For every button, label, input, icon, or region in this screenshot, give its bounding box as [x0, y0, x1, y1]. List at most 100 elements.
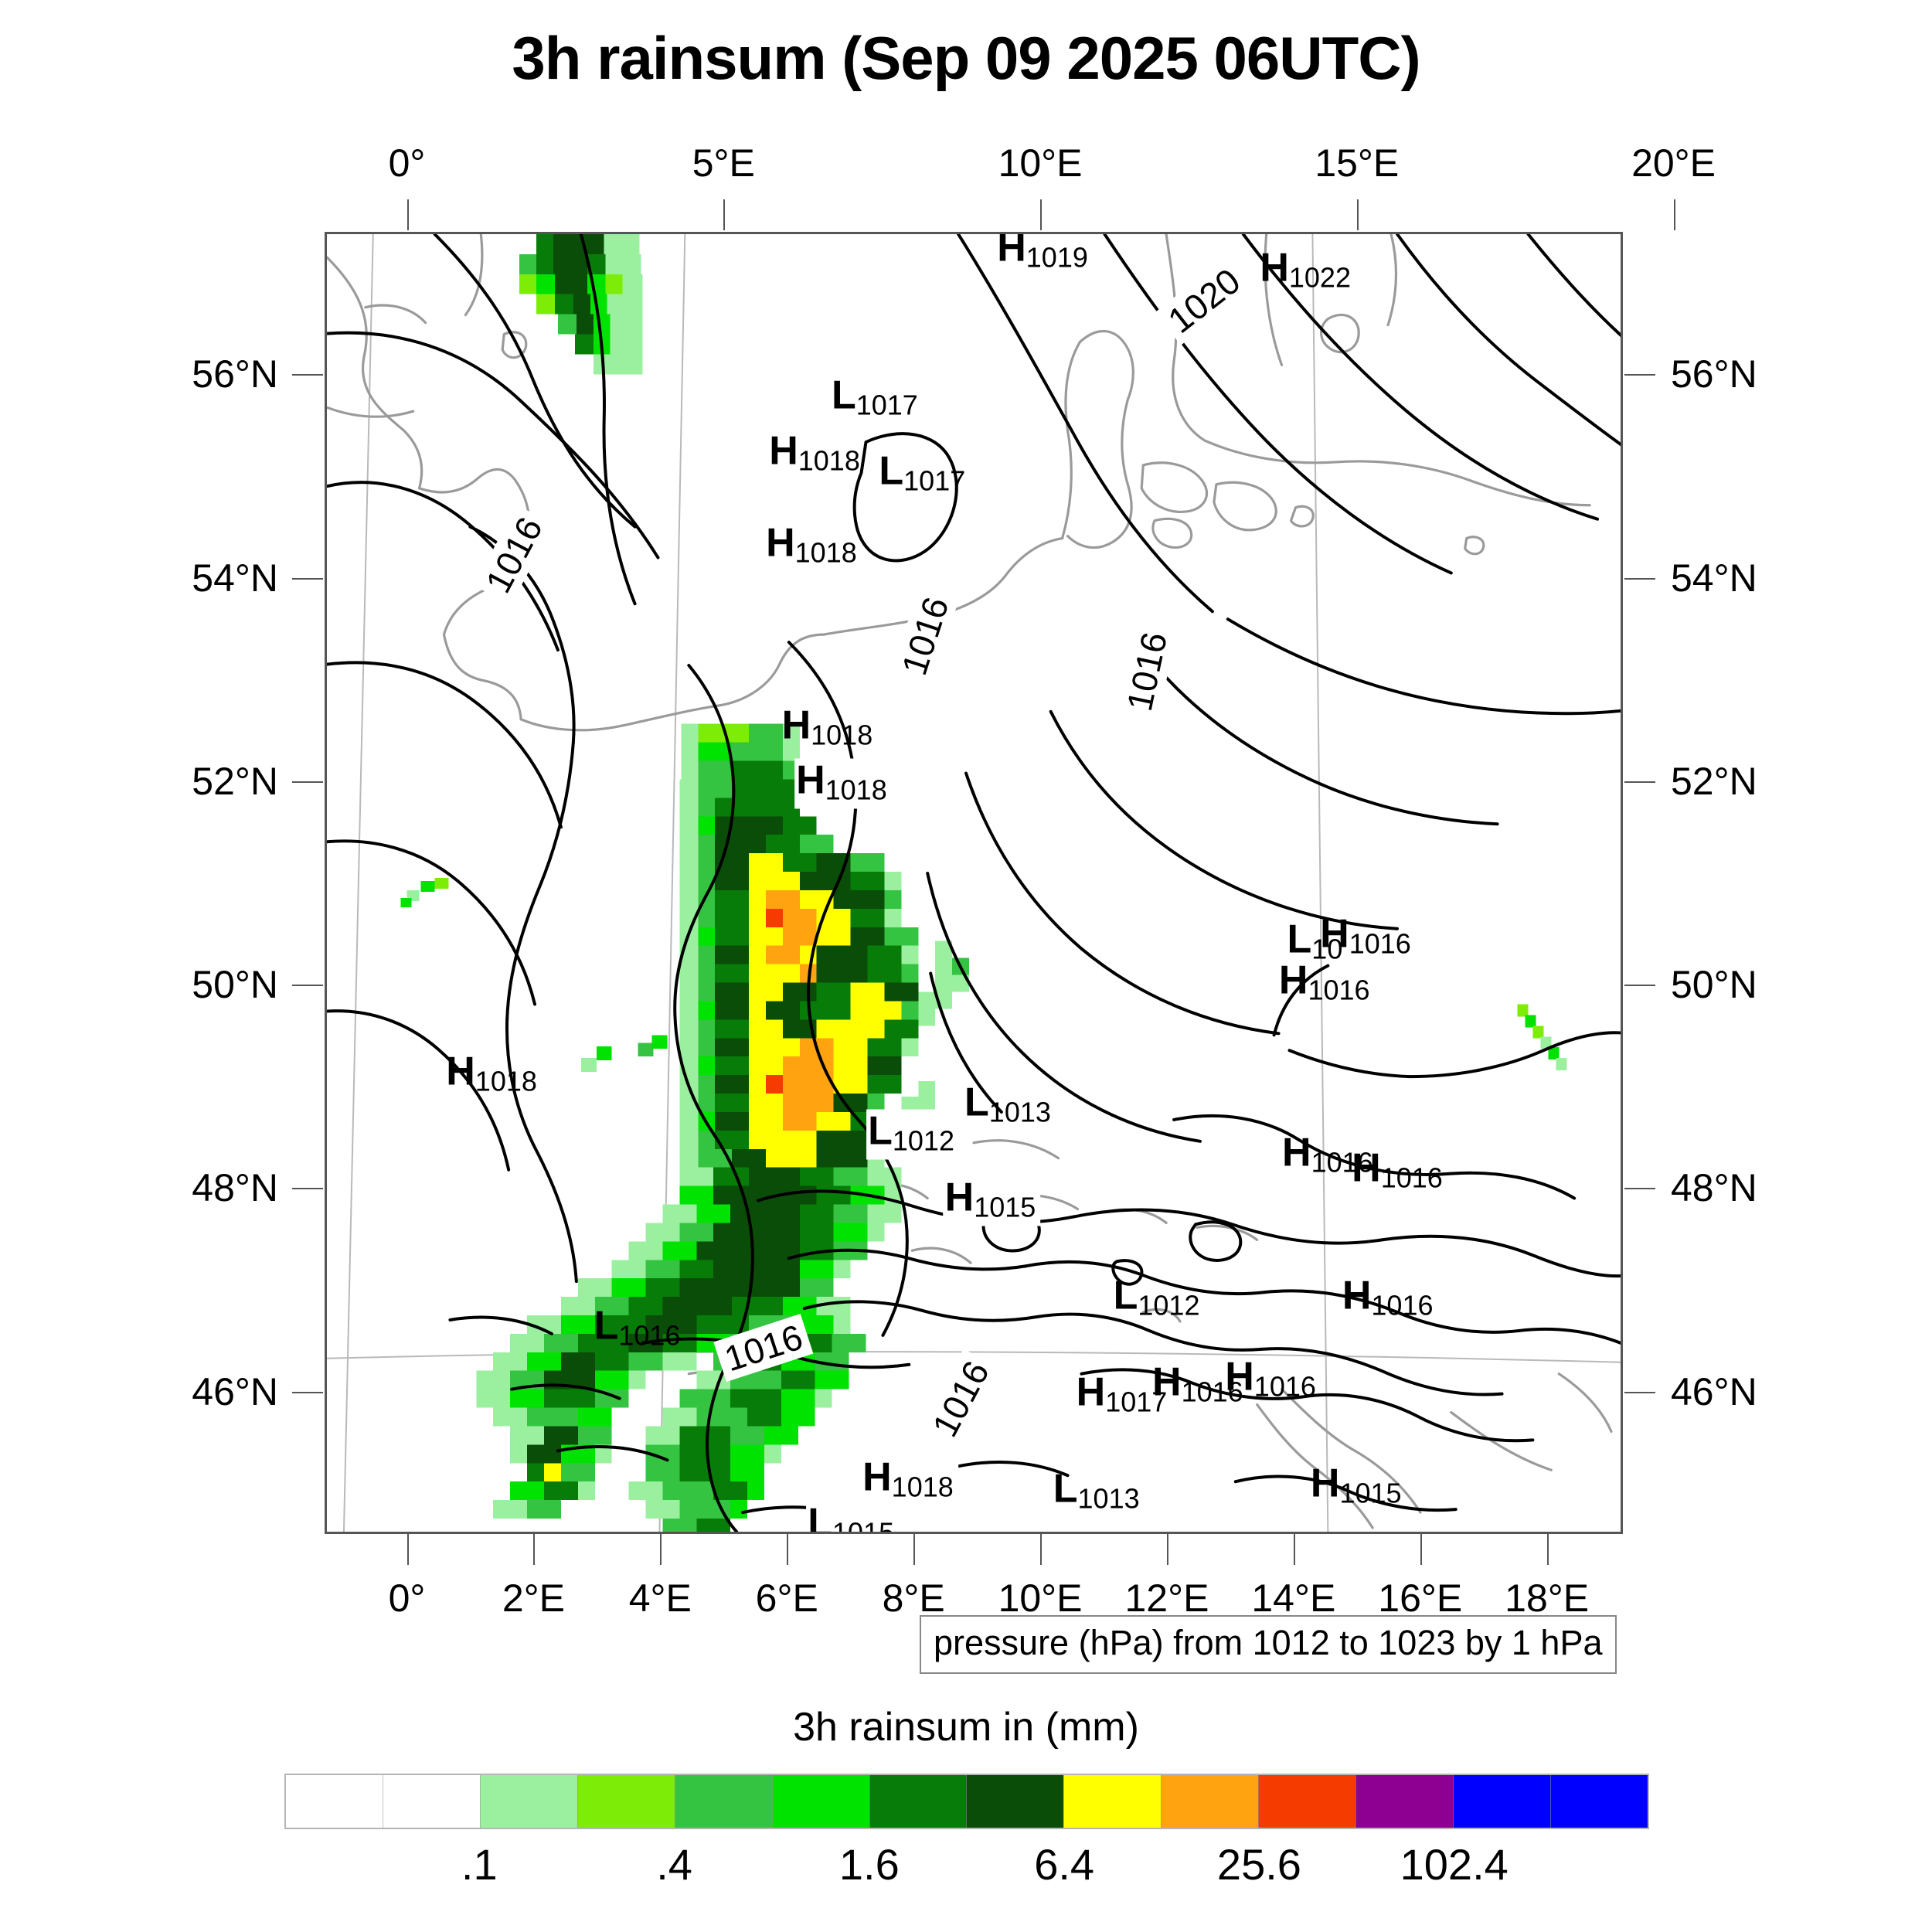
high-pressure-marker: H1018 — [794, 757, 892, 809]
axis-label-right-0: 56°N — [1671, 352, 1757, 396]
tick-bottom-6 — [1166, 1534, 1168, 1565]
pressure-marker-value: 1016 — [1308, 974, 1370, 1006]
tick-bottom-7 — [1293, 1534, 1295, 1565]
colorbar-swatch-8 — [1063, 1775, 1162, 1828]
pressure-marker-type: H — [766, 520, 795, 565]
pressure-marker-type: L — [964, 1080, 989, 1125]
tick-left-3 — [292, 985, 323, 987]
tick-left-5 — [292, 1391, 323, 1393]
tick-left-4 — [292, 1188, 323, 1190]
tick-right-1 — [1624, 577, 1655, 580]
pressure-marker-value: 1015 — [832, 1516, 895, 1534]
pressure-marker-value: 1018 — [798, 444, 860, 477]
low-pressure-marker: L1013 — [1053, 1468, 1140, 1512]
axis-label-left-5: 46°N — [192, 1369, 278, 1413]
axis-label-left-0: 56°N — [192, 352, 278, 396]
low-pressure-marker: L1015 — [806, 1500, 900, 1534]
colorbar-swatch-9 — [1161, 1775, 1259, 1828]
pressure-marker-type: L — [831, 372, 856, 418]
pressure-marker-value: 1022 — [1288, 261, 1351, 294]
high-pressure-marker: H1015 — [1311, 1464, 1402, 1508]
colorbar-swatch-0 — [286, 1775, 383, 1828]
axis-label-right-1: 54°N — [1671, 556, 1757, 600]
precipitation-layer — [400, 234, 1567, 1532]
colorbar-swatch-10 — [1258, 1775, 1356, 1828]
tick-right-4 — [1624, 1188, 1655, 1190]
colorbar-swatch-1 — [382, 1775, 480, 1828]
axis-label-bottom-5: 10°E — [998, 1577, 1083, 1620]
pressure-marker-value: 1016 — [1253, 1370, 1316, 1403]
high-pressure-marker: H1016 — [1352, 1148, 1443, 1192]
pressure-marker-type: H — [769, 428, 798, 474]
pressure-marker-type: H — [1152, 1359, 1182, 1405]
axis-label-right-5: 46°N — [1671, 1369, 1757, 1413]
tick-top-3 — [1356, 199, 1359, 230]
pressure-marker-value: 1018 — [811, 719, 873, 751]
pressure-marker-type: H — [796, 757, 825, 803]
low-pressure-marker: L1012 — [1114, 1275, 1200, 1319]
pressure-marker-type: L — [879, 448, 904, 494]
colorbar-tick-labels: .1 .4 1.6 6.4 25.6 102.4 — [284, 1839, 1649, 1909]
high-pressure-marker: H1018 — [446, 1052, 537, 1096]
tick-top-1 — [723, 199, 726, 230]
isobar-layer — [327, 234, 1621, 1532]
high-pressure-marker: H1018 — [769, 431, 860, 475]
tick-right-2 — [1624, 781, 1655, 783]
low-pressure-marker: L1016 — [594, 1306, 681, 1350]
high-pressure-marker: H1016 — [1279, 960, 1370, 1004]
tick-top-0 — [406, 199, 409, 230]
pressure-legend: pressure (hPa) from 1012 to 1023 by 1 hP… — [920, 1615, 1617, 1674]
pressure-marker-value: 1016 — [1181, 1376, 1243, 1408]
low-pressure-marker: L1013 — [964, 1082, 1051, 1126]
tick-left-0 — [292, 374, 323, 376]
colorbar-tick-label-5: 102.4 — [1400, 1840, 1509, 1889]
coastline-layer — [327, 234, 1613, 1529]
pressure-marker-value: 1018 — [825, 774, 887, 806]
axis-label-top-0: 0° — [388, 141, 426, 185]
high-pressure-marker: H1018 — [861, 1455, 958, 1506]
axis-label-top-3: 15°E — [1315, 141, 1400, 185]
pressure-marker-type: H — [1352, 1145, 1381, 1191]
pressure-marker-type: H — [997, 232, 1026, 270]
high-pressure-marker: H1017 — [1077, 1372, 1168, 1416]
pressure-marker-type: L — [1287, 917, 1312, 962]
axis-label-bottom-7: 14°E — [1251, 1577, 1336, 1620]
colorbar-swatch-3 — [577, 1775, 675, 1828]
axis-label-top-1: 5°E — [692, 141, 755, 185]
colorbar-tick-label-3: 6.4 — [1034, 1840, 1095, 1889]
pressure-marker-type: H — [1278, 957, 1308, 1003]
tick-bottom-9 — [1546, 1534, 1549, 1565]
tick-bottom-4 — [913, 1534, 916, 1565]
high-pressure-marker: H1016 — [1152, 1362, 1243, 1406]
tick-bottom-5 — [1040, 1534, 1043, 1565]
axis-label-bottom-8: 16°E — [1378, 1577, 1463, 1620]
low-pressure-marker: L1017 — [879, 451, 965, 495]
tick-right-3 — [1624, 985, 1655, 987]
axis-label-bottom-2: 4°E — [628, 1577, 692, 1620]
pressure-marker-value: 1016 — [1349, 927, 1411, 960]
tick-bottom-0 — [406, 1534, 409, 1565]
axis-label-right-3: 50°N — [1671, 963, 1757, 1007]
pressure-marker-type: L — [808, 1500, 833, 1534]
tick-top-4 — [1673, 199, 1675, 230]
high-pressure-marker: H1016 — [1342, 1275, 1434, 1319]
pressure-marker-type: H — [1320, 911, 1349, 957]
axis-label-right-2: 52°N — [1671, 759, 1757, 803]
pressure-marker-value: 10 — [1311, 933, 1343, 965]
map-panel: H1019 H1022 L1017 H1018 L1017 H1018 H1018 H1018… — [325, 232, 1623, 1534]
tick-bottom-1 — [533, 1534, 536, 1565]
tick-left-2 — [292, 781, 323, 783]
axis-label-bottom-0: 0° — [388, 1577, 426, 1620]
colorbar-tick-label-1: .4 — [656, 1840, 692, 1889]
axis-label-bottom-6: 12°E — [1124, 1577, 1209, 1620]
pressure-marker-value: 1019 — [1026, 241, 1088, 274]
pressure-marker-type: H — [1076, 1369, 1106, 1415]
axis-label-left-1: 54°N — [192, 556, 278, 600]
tick-right-5 — [1624, 1391, 1655, 1393]
pressure-marker-value: 1015 — [1339, 1477, 1402, 1509]
high-pressure-marker: H1019 — [997, 232, 1088, 274]
colorbar-tick-label-4: 25.6 — [1216, 1840, 1301, 1889]
pressure-marker-value: 1017 — [855, 389, 918, 421]
tick-bottom-8 — [1420, 1534, 1422, 1565]
low-pressure-marker: L1017 — [832, 375, 918, 419]
